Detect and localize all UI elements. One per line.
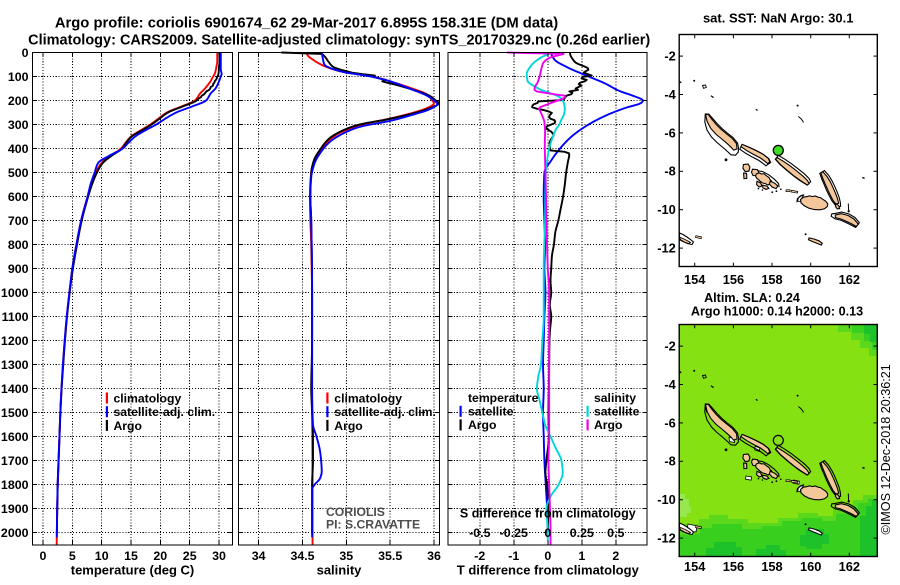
- svg-text:satellite-adj. clim.: satellite-adj. clim.: [334, 405, 436, 419]
- svg-text:20: 20: [153, 549, 167, 563]
- svg-text:satellite-adj. clim.: satellite-adj. clim.: [114, 405, 216, 419]
- svg-text:-2: -2: [664, 49, 675, 64]
- svg-text:154: 154: [684, 559, 706, 574]
- svg-text:Climatology: CARS2009. Satelli: Climatology: CARS2009. Satellite-adjuste…: [28, 32, 650, 48]
- svg-text:-4: -4: [664, 87, 676, 102]
- svg-text:1300: 1300: [1, 358, 29, 372]
- svg-text:PI: S.CRAVATTE: PI: S.CRAVATTE: [326, 517, 420, 531]
- svg-text:-10: -10: [657, 202, 676, 217]
- svg-text:-10: -10: [657, 492, 676, 507]
- svg-text:162: 162: [839, 272, 860, 287]
- svg-text:-8: -8: [664, 164, 675, 179]
- svg-text:400: 400: [8, 142, 29, 156]
- svg-text:160: 160: [800, 559, 821, 574]
- svg-text:700: 700: [8, 214, 29, 228]
- svg-text:-8: -8: [664, 454, 675, 469]
- svg-text:satellite: satellite: [594, 405, 640, 419]
- svg-text:30: 30: [212, 549, 226, 563]
- svg-text:1800: 1800: [1, 478, 29, 492]
- svg-text:1100: 1100: [2, 310, 29, 324]
- svg-text:15: 15: [124, 549, 138, 563]
- svg-text:100: 100: [8, 70, 29, 84]
- svg-text:-2: -2: [474, 549, 485, 563]
- svg-text:-0.5: -0.5: [469, 526, 490, 540]
- svg-text:Argo profile: coriolis 6901674: Argo profile: coriolis 6901674_62 29-Mar…: [55, 16, 558, 32]
- svg-text:salinity: salinity: [594, 391, 636, 405]
- svg-text:climatology: climatology: [334, 392, 402, 406]
- svg-text:satellite: satellite: [468, 405, 514, 419]
- svg-text:-0.25: -0.25: [500, 526, 528, 540]
- svg-text:-12: -12: [657, 241, 676, 256]
- svg-text:-4: -4: [664, 377, 676, 392]
- svg-text:35: 35: [339, 549, 353, 563]
- svg-text:T difference from climatology: T difference from climatology: [457, 563, 640, 578]
- svg-text:300: 300: [8, 118, 29, 132]
- svg-text:1200: 1200: [1, 334, 29, 348]
- svg-text:sat. SST: NaN Argo: 30.1: sat. SST: NaN Argo: 30.1: [703, 10, 854, 25]
- svg-text:temperature: temperature: [468, 391, 539, 405]
- svg-text:Altim. SLA: 0.24: Altim. SLA: 0.24: [704, 291, 800, 305]
- svg-text:158: 158: [761, 272, 782, 287]
- svg-text:Argo: Argo: [594, 418, 622, 432]
- svg-text:1600: 1600: [1, 430, 29, 444]
- svg-text:salinity: salinity: [317, 563, 363, 578]
- svg-text:34: 34: [252, 549, 266, 563]
- svg-text:800: 800: [8, 238, 29, 252]
- svg-text:154: 154: [684, 272, 706, 287]
- svg-text:©IMOS 12-Dec-2018 20:36:21: ©IMOS 12-Dec-2018 20:36:21: [879, 364, 893, 534]
- svg-text:Argo: Argo: [114, 419, 142, 433]
- svg-text:Argo h1000: 0.14 h2000: 0.13: Argo h1000: 0.14 h2000: 0.13: [691, 305, 863, 319]
- svg-text:0: 0: [40, 549, 47, 563]
- svg-text:5: 5: [69, 549, 76, 563]
- svg-text:1500: 1500: [1, 406, 29, 420]
- svg-text:S difference from climatology: S difference from climatology: [460, 507, 636, 521]
- svg-text:1400: 1400: [1, 382, 29, 396]
- svg-text:Argo: Argo: [468, 418, 496, 432]
- svg-text:climatology: climatology: [114, 392, 182, 406]
- svg-text:156: 156: [723, 272, 744, 287]
- svg-text:0.5: 0.5: [607, 526, 624, 540]
- svg-text:600: 600: [8, 190, 29, 204]
- svg-text:0.25: 0.25: [570, 526, 594, 540]
- svg-text:temperature (deg C): temperature (deg C): [71, 563, 195, 578]
- svg-text:162: 162: [839, 559, 860, 574]
- svg-text:200: 200: [8, 94, 29, 108]
- svg-text:1: 1: [578, 549, 585, 563]
- svg-text:-6: -6: [664, 125, 675, 140]
- svg-text:36: 36: [427, 549, 441, 563]
- svg-text:900: 900: [8, 262, 29, 276]
- svg-text:-1: -1: [508, 549, 519, 563]
- svg-text:0: 0: [544, 526, 551, 540]
- svg-text:-6: -6: [664, 415, 675, 430]
- svg-text:2: 2: [612, 549, 619, 563]
- svg-text:-12: -12: [657, 531, 676, 546]
- svg-text:0: 0: [544, 549, 551, 563]
- svg-text:-2: -2: [664, 339, 675, 354]
- svg-text:10: 10: [95, 549, 109, 563]
- svg-text:156: 156: [723, 559, 744, 574]
- svg-text:158: 158: [761, 559, 782, 574]
- svg-text:25: 25: [183, 549, 197, 563]
- svg-text:35.5: 35.5: [378, 549, 402, 563]
- svg-text:160: 160: [800, 272, 821, 287]
- svg-text:500: 500: [8, 166, 29, 180]
- svg-text:34.5: 34.5: [290, 549, 314, 563]
- svg-text:2000: 2000: [1, 526, 29, 540]
- svg-text:1700: 1700: [1, 454, 29, 468]
- svg-text:Argo: Argo: [334, 419, 362, 433]
- svg-text:1000: 1000: [1, 286, 29, 300]
- svg-text:1900: 1900: [1, 502, 29, 516]
- svg-text:0: 0: [22, 46, 29, 60]
